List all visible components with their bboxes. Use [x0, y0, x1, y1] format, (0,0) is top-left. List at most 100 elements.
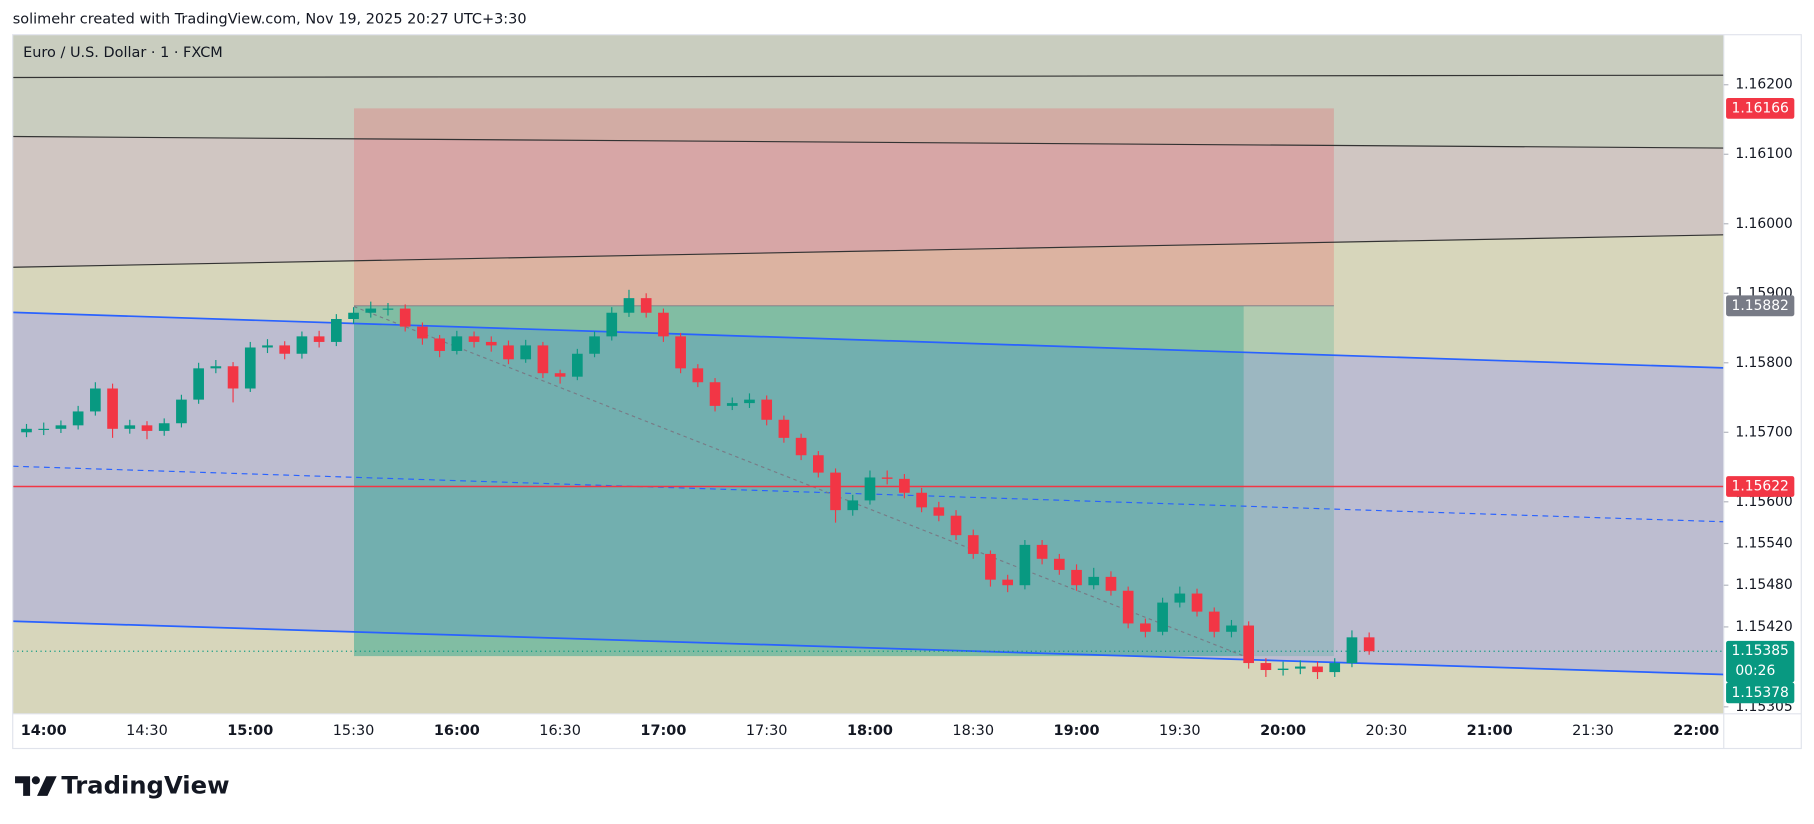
- candle-body: [1329, 663, 1341, 673]
- price-label-box: [1726, 640, 1795, 683]
- candle-body: [658, 312, 669, 337]
- y-tick-label: 1.15600: [1735, 494, 1792, 510]
- candle-body: [348, 312, 359, 319]
- candle-body: [141, 425, 153, 431]
- attribution: solimehr created with TradingView.com, N…: [13, 12, 527, 28]
- candle-body: [744, 399, 755, 404]
- candle-body: [812, 455, 824, 473]
- candle-body: [331, 318, 342, 342]
- candle-body: [38, 428, 50, 430]
- candle-body: [950, 515, 962, 536]
- position-tool: [354, 108, 1334, 657]
- price-axis: [1723, 34, 1802, 749]
- x-tick-label: 18:30: [952, 723, 994, 739]
- y-tick-label: 1.15540: [1735, 536, 1792, 552]
- candle-body: [1157, 602, 1168, 632]
- x-tick-label: 14:00: [21, 723, 67, 739]
- candle-body: [1363, 637, 1375, 652]
- trend-line: [12, 135, 1724, 149]
- candle-body: [537, 345, 549, 374]
- price-label: 1.16166: [1732, 100, 1789, 116]
- candle-body: [55, 425, 67, 429]
- x-tick-label: 18:00: [847, 723, 893, 739]
- price-label-box: [1726, 682, 1795, 704]
- candle-body: [640, 298, 652, 313]
- candle-body: [21, 428, 32, 433]
- candle-body: [1036, 544, 1048, 559]
- x-tick-label: 15:30: [333, 723, 375, 739]
- candle-body: [864, 477, 876, 501]
- candle-body: [967, 535, 979, 554]
- candle-body: [1294, 666, 1306, 669]
- x-tick-label: 15:00: [227, 723, 273, 739]
- frame: [12, 34, 1802, 750]
- candle-body: [262, 345, 273, 348]
- x-tick-label: 19:00: [1054, 723, 1100, 739]
- candle-body: [1243, 625, 1255, 664]
- candle-body: [124, 425, 136, 429]
- candle-body: [313, 336, 325, 342]
- zone-top: [12, 34, 1724, 149]
- candle-body: [1071, 569, 1082, 586]
- candle-body: [451, 336, 463, 351]
- candle-body: [417, 326, 428, 339]
- candle-body: [1002, 579, 1014, 586]
- candle-body: [916, 492, 927, 508]
- x-tick-label: 21:00: [1467, 723, 1513, 739]
- candle-body: [382, 308, 394, 310]
- candle-body: [176, 399, 187, 424]
- price-label: 1.15622: [1732, 479, 1789, 495]
- candle-body: [847, 500, 859, 511]
- candle-body: [434, 338, 445, 351]
- candle-body: [1312, 666, 1323, 673]
- price-label: 1.15378: [1732, 685, 1789, 701]
- candle-body: [726, 403, 738, 406]
- logo-text: TradingView: [61, 771, 229, 800]
- x-tick-label: 16:00: [434, 723, 480, 739]
- candle-body: [692, 368, 704, 383]
- candle-body: [1260, 663, 1272, 671]
- candle-body: [1346, 637, 1358, 664]
- price-label: 1.15385: [1732, 643, 1789, 659]
- x-tick-label: 19:30: [1159, 723, 1201, 739]
- logo: TradingView: [15, 771, 230, 800]
- candle-body: [1226, 625, 1237, 632]
- x-tick-label: 20:00: [1260, 723, 1306, 739]
- zone-upper: [12, 136, 1724, 268]
- x-tick-label: 14:30: [126, 723, 168, 739]
- candles: [21, 289, 1375, 680]
- candle-body: [778, 419, 790, 438]
- candle-body: [589, 336, 600, 354]
- candle-body: [899, 478, 910, 493]
- countdown: 00:26: [1735, 663, 1775, 679]
- candle-body: [485, 341, 497, 346]
- price-label-box: [1726, 476, 1795, 497]
- candle-body: [279, 345, 291, 354]
- candle-body: [296, 336, 308, 354]
- candle-body: [571, 353, 583, 377]
- candle-body: [675, 336, 686, 369]
- price-label: 1.15882: [1732, 298, 1789, 314]
- y-tick-label: 1.15420: [1735, 619, 1792, 635]
- logo-icon: [15, 776, 57, 796]
- candle-body: [158, 423, 170, 431]
- candle-body: [1174, 593, 1186, 603]
- x-tick-label: 17:30: [746, 723, 788, 739]
- axes: 1.162001.161001.160001.159001.158001.157…: [21, 77, 1795, 739]
- candle-body: [520, 345, 532, 360]
- candle-body: [933, 507, 945, 516]
- price-label-box: [1726, 97, 1795, 119]
- trend-line: [12, 234, 1724, 268]
- candle-body: [1140, 623, 1151, 632]
- candle-body: [244, 347, 256, 389]
- candle-body: [72, 411, 84, 426]
- x-tick-label: 21:30: [1572, 723, 1614, 739]
- x-tick-label: 22:00: [1673, 723, 1719, 739]
- candle-body: [1122, 590, 1134, 624]
- y-tick-label: 1.16100: [1735, 146, 1792, 162]
- candle-body: [830, 472, 841, 511]
- candle-body: [1053, 558, 1065, 570]
- candle-body: [210, 366, 222, 369]
- channel-line: [12, 311, 1724, 369]
